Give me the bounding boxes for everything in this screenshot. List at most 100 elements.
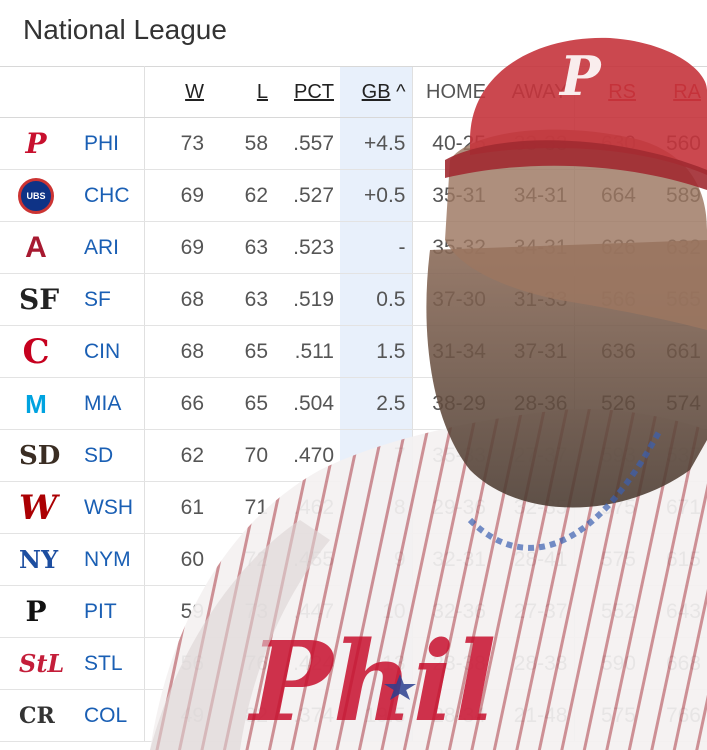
- cell-ra: 560: [642, 117, 707, 170]
- cell-ra: 574: [642, 377, 707, 430]
- column-header-pct[interactable]: PCT: [274, 66, 340, 118]
- column-header-w[interactable]: W: [144, 66, 210, 118]
- diamondbacks-logo-icon: A: [25, 230, 47, 264]
- team-logo-cell: SF: [0, 273, 72, 326]
- cell-team[interactable]: SD: [72, 429, 145, 482]
- cell-rs: 630: [573, 117, 642, 170]
- cell-team[interactable]: NYM: [72, 533, 145, 586]
- cell-home: 31-34: [411, 325, 492, 378]
- cell-team[interactable]: MIA: [72, 377, 145, 430]
- cell-team[interactable]: WSH: [72, 481, 145, 534]
- table-row[interactable]: A ARI 69 63.523-35-32 34-31 626 632: [0, 221, 707, 274]
- column-header-l[interactable]: L: [210, 66, 274, 118]
- table-row[interactable]: StL STL 56 76.424 13 28-38 28-38 590 668: [0, 637, 707, 690]
- cell-w: 66: [144, 377, 210, 430]
- rockies-logo-icon: CR: [19, 702, 55, 729]
- column-header-rs[interactable]: RS: [573, 66, 642, 118]
- team-logo-cell: M: [0, 377, 72, 430]
- phillies-logo-icon: P: [25, 126, 47, 160]
- cell-pct: .374: [274, 689, 340, 742]
- standings-table: W L PCT GB ^ HOME AWAY RS RA P PHI 73 58.55…: [0, 66, 707, 750]
- cell-w: 69: [144, 221, 210, 274]
- cell-ra: 632: [642, 221, 707, 274]
- cell-l: 62: [210, 169, 274, 222]
- team-logo-cell: StL: [0, 637, 72, 690]
- column-header-away[interactable]: AWAY: [492, 66, 574, 118]
- cell-l: 65: [210, 377, 274, 430]
- cell-ra: 671: [642, 481, 707, 534]
- pirates-logo-icon: P: [25, 594, 47, 628]
- cell-team[interactable]: ARI: [72, 221, 145, 274]
- cell-w: 68: [144, 325, 210, 378]
- table-row[interactable]: SD SD 62 70.470 7 35-33 27-37 593 537: [0, 429, 707, 482]
- cell-home: 38-29: [411, 377, 492, 430]
- cell-rs: 575: [573, 689, 642, 742]
- cell-l: 76: [210, 637, 274, 690]
- cell-team[interactable]: CIN: [72, 325, 145, 378]
- cell-w: 68: [144, 273, 210, 326]
- cell-home: 32-36: [411, 585, 492, 638]
- cardinals-logo-icon: StL: [19, 648, 65, 678]
- cell-l: 73: [210, 585, 274, 638]
- table-row[interactable]: UBS CHC 69 62.527 +0.5 35-31 34-31 664 589: [0, 169, 707, 222]
- cell-home: 35-33: [411, 429, 492, 482]
- cell-away: 28-36: [492, 377, 574, 430]
- cell-gb: 0.5: [340, 273, 412, 326]
- cell-away: 33-33: [492, 117, 574, 170]
- table-row[interactable]: W WSH 61 71.462 8 29-36 32-35 575 671: [0, 481, 707, 534]
- cell-l: 58: [210, 117, 274, 170]
- cell-gb: 7: [340, 429, 412, 482]
- table-row[interactable]: M MIA 66 65.504 2.5 38-29 28-36 526 574: [0, 377, 707, 430]
- cell-pct: .527: [274, 169, 340, 222]
- cell-home: 35-32: [411, 221, 492, 274]
- padres-logo-icon: SD: [19, 440, 61, 471]
- cell-l: 63: [210, 273, 274, 326]
- team-logo-cell: W: [0, 481, 72, 534]
- cell-team[interactable]: STL: [72, 637, 145, 690]
- table-row[interactable]: P PHI 73 58.557 +4.5 40-25 33-33 630 560: [0, 117, 707, 170]
- cell-ra: 537: [642, 429, 707, 482]
- cell-away: 32-35: [492, 481, 574, 534]
- cell-gb: 13: [340, 637, 412, 690]
- cell-ra: 589: [642, 169, 707, 222]
- cell-team[interactable]: PIT: [72, 585, 145, 638]
- cell-home: 28-34: [411, 689, 492, 742]
- cell-home: 35-31: [411, 169, 492, 222]
- column-header-home[interactable]: HOME: [411, 66, 492, 118]
- cell-ra: 766: [642, 689, 707, 742]
- cell-team[interactable]: CHC: [72, 169, 145, 222]
- cell-rs: 575: [573, 481, 642, 534]
- cell-away: 28-38: [492, 637, 574, 690]
- nationals-logo-icon: W: [19, 487, 58, 528]
- cell-pct: .470: [274, 429, 340, 482]
- cell-w: 73: [144, 117, 210, 170]
- cell-team[interactable]: COL: [72, 689, 145, 742]
- gb-label: GB: [361, 80, 391, 103]
- cell-ra: 565: [642, 273, 707, 326]
- cell-home: 40-25: [411, 117, 492, 170]
- table-row[interactable]: SF SF 68 63.519 0.5 37-30 31-33 566 565: [0, 273, 707, 326]
- cell-home: 28-38: [411, 637, 492, 690]
- column-header-gb[interactable]: GB ^: [340, 66, 412, 118]
- cell-w: 60: [144, 533, 210, 586]
- cell-gb: 8: [340, 481, 412, 534]
- cell-w: 69: [144, 169, 210, 222]
- cell-away: 37-31: [492, 325, 574, 378]
- cell-team[interactable]: PHI: [72, 117, 145, 170]
- cell-gb: 2.5: [340, 377, 412, 430]
- table-row[interactable]: CR COL 49 82.374 19.5 28-34 21-48 575 766: [0, 689, 707, 742]
- cell-w: 56: [144, 637, 210, 690]
- cell-rs: 566: [573, 273, 642, 326]
- cell-team[interactable]: SF: [72, 273, 145, 326]
- cell-pct: .504: [274, 377, 340, 430]
- table-header-row: W L PCT GB ^ HOME AWAY RS RA: [0, 66, 707, 118]
- table-row[interactable]: NY NYM 60 72.455 9 32-31 28-41 575 615: [0, 533, 707, 586]
- cell-pct: .511: [274, 325, 340, 378]
- cell-rs: 575: [573, 533, 642, 586]
- table-row[interactable]: C CIN 68 65.511 1.5 31-34 37-31 636 661: [0, 325, 707, 378]
- table-row[interactable]: P PIT 59 73.447 10 32-36 27-37 552 643: [0, 585, 707, 638]
- cell-ra: 668: [642, 637, 707, 690]
- cell-away: 34-31: [492, 169, 574, 222]
- cell-away: 31-33: [492, 273, 574, 326]
- column-header-ra[interactable]: RA: [642, 66, 707, 118]
